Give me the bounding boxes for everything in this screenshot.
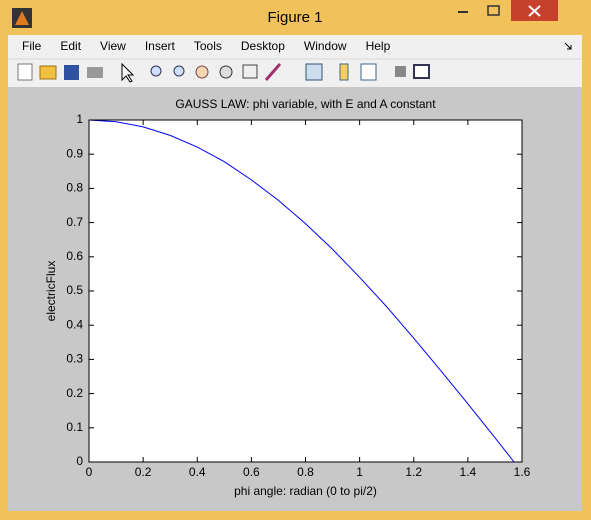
plot: GAUSS LAW: phi variable, with E and A co… (44, 97, 530, 498)
y-tick-label: 0.3 (66, 352, 83, 366)
y-tick-label: 0.9 (66, 146, 83, 160)
tool-zoom-in[interactable] (150, 65, 162, 77)
x-tick-label: 1.4 (460, 465, 477, 479)
tool-print[interactable] (87, 67, 103, 78)
x-tick-label: 0.4 (189, 465, 206, 479)
y-tick-label: 0.5 (66, 283, 83, 297)
menu-item[interactable]: Edit (60, 39, 81, 53)
window-title: Figure 1 (267, 9, 322, 26)
x-tick-label: 0.8 (297, 465, 314, 479)
x-tick-label: 0.6 (243, 465, 260, 479)
chart-title: GAUSS LAW: phi variable, with E and A co… (175, 97, 436, 111)
menu-item[interactable]: File (22, 39, 42, 53)
menu-item[interactable]: Help (366, 39, 391, 53)
tool-zoom-out[interactable] (173, 65, 185, 77)
menu-bar: File Edit View Insert Tools Desktop Window Help (22, 39, 391, 53)
menu-item[interactable]: Insert (145, 39, 176, 53)
tool-colorbar[interactable] (339, 63, 349, 81)
tool-datacursor[interactable] (242, 64, 258, 79)
y-tick-label: 0 (76, 454, 83, 468)
tool-open[interactable] (39, 65, 57, 80)
tool-pan[interactable] (195, 65, 209, 79)
tool-save[interactable] (64, 65, 79, 80)
tool-hide-tools[interactable] (395, 66, 406, 77)
tool-link[interactable] (305, 63, 323, 81)
x-tick-label: 1.6 (514, 465, 531, 479)
menu-toolbar-area (8, 35, 582, 87)
close-icon (528, 5, 541, 17)
maximize-icon (487, 5, 500, 16)
toolbar (17, 62, 430, 83)
app-icon-shape (15, 11, 29, 25)
y-tick-label: 0.1 (66, 420, 83, 434)
y-tick-label: 0.8 (66, 181, 83, 195)
tool-show-tools[interactable] (413, 64, 430, 79)
tool-new[interactable] (17, 63, 33, 81)
maximize-button[interactable] (480, 1, 508, 21)
x-axis-label: phi angle: radian (0 to pi/2) (234, 484, 377, 498)
x-tick-label: 0.2 (135, 465, 152, 479)
x-tick-label: 0 (86, 465, 93, 479)
menu-item[interactable]: Tools (194, 39, 222, 53)
y-axis-label: electricFlux (44, 261, 58, 322)
tool-legend[interactable] (360, 63, 377, 81)
y-tick-label: 0.6 (66, 249, 83, 263)
tool-pointer[interactable] (121, 62, 135, 83)
x-tick-label: 1.2 (405, 465, 422, 479)
dock-arrow[interactable] (564, 42, 572, 50)
y-tick-label: 0.7 (66, 215, 83, 229)
y-tick-label: 0.2 (66, 386, 83, 400)
axes-box (88, 119, 523, 463)
y-tick-label: 0.4 (66, 317, 83, 331)
tool-rotate[interactable] (219, 65, 233, 79)
menu-item[interactable]: Window (304, 39, 347, 53)
x-tick-label: 1 (356, 465, 363, 479)
menu-item[interactable]: Desktop (241, 39, 285, 53)
data-line (88, 119, 515, 463)
menu-item[interactable]: View (100, 39, 126, 53)
y-tick-label: 1 (76, 112, 83, 126)
axes-background (89, 120, 522, 462)
tool-brush[interactable] (264, 63, 282, 81)
